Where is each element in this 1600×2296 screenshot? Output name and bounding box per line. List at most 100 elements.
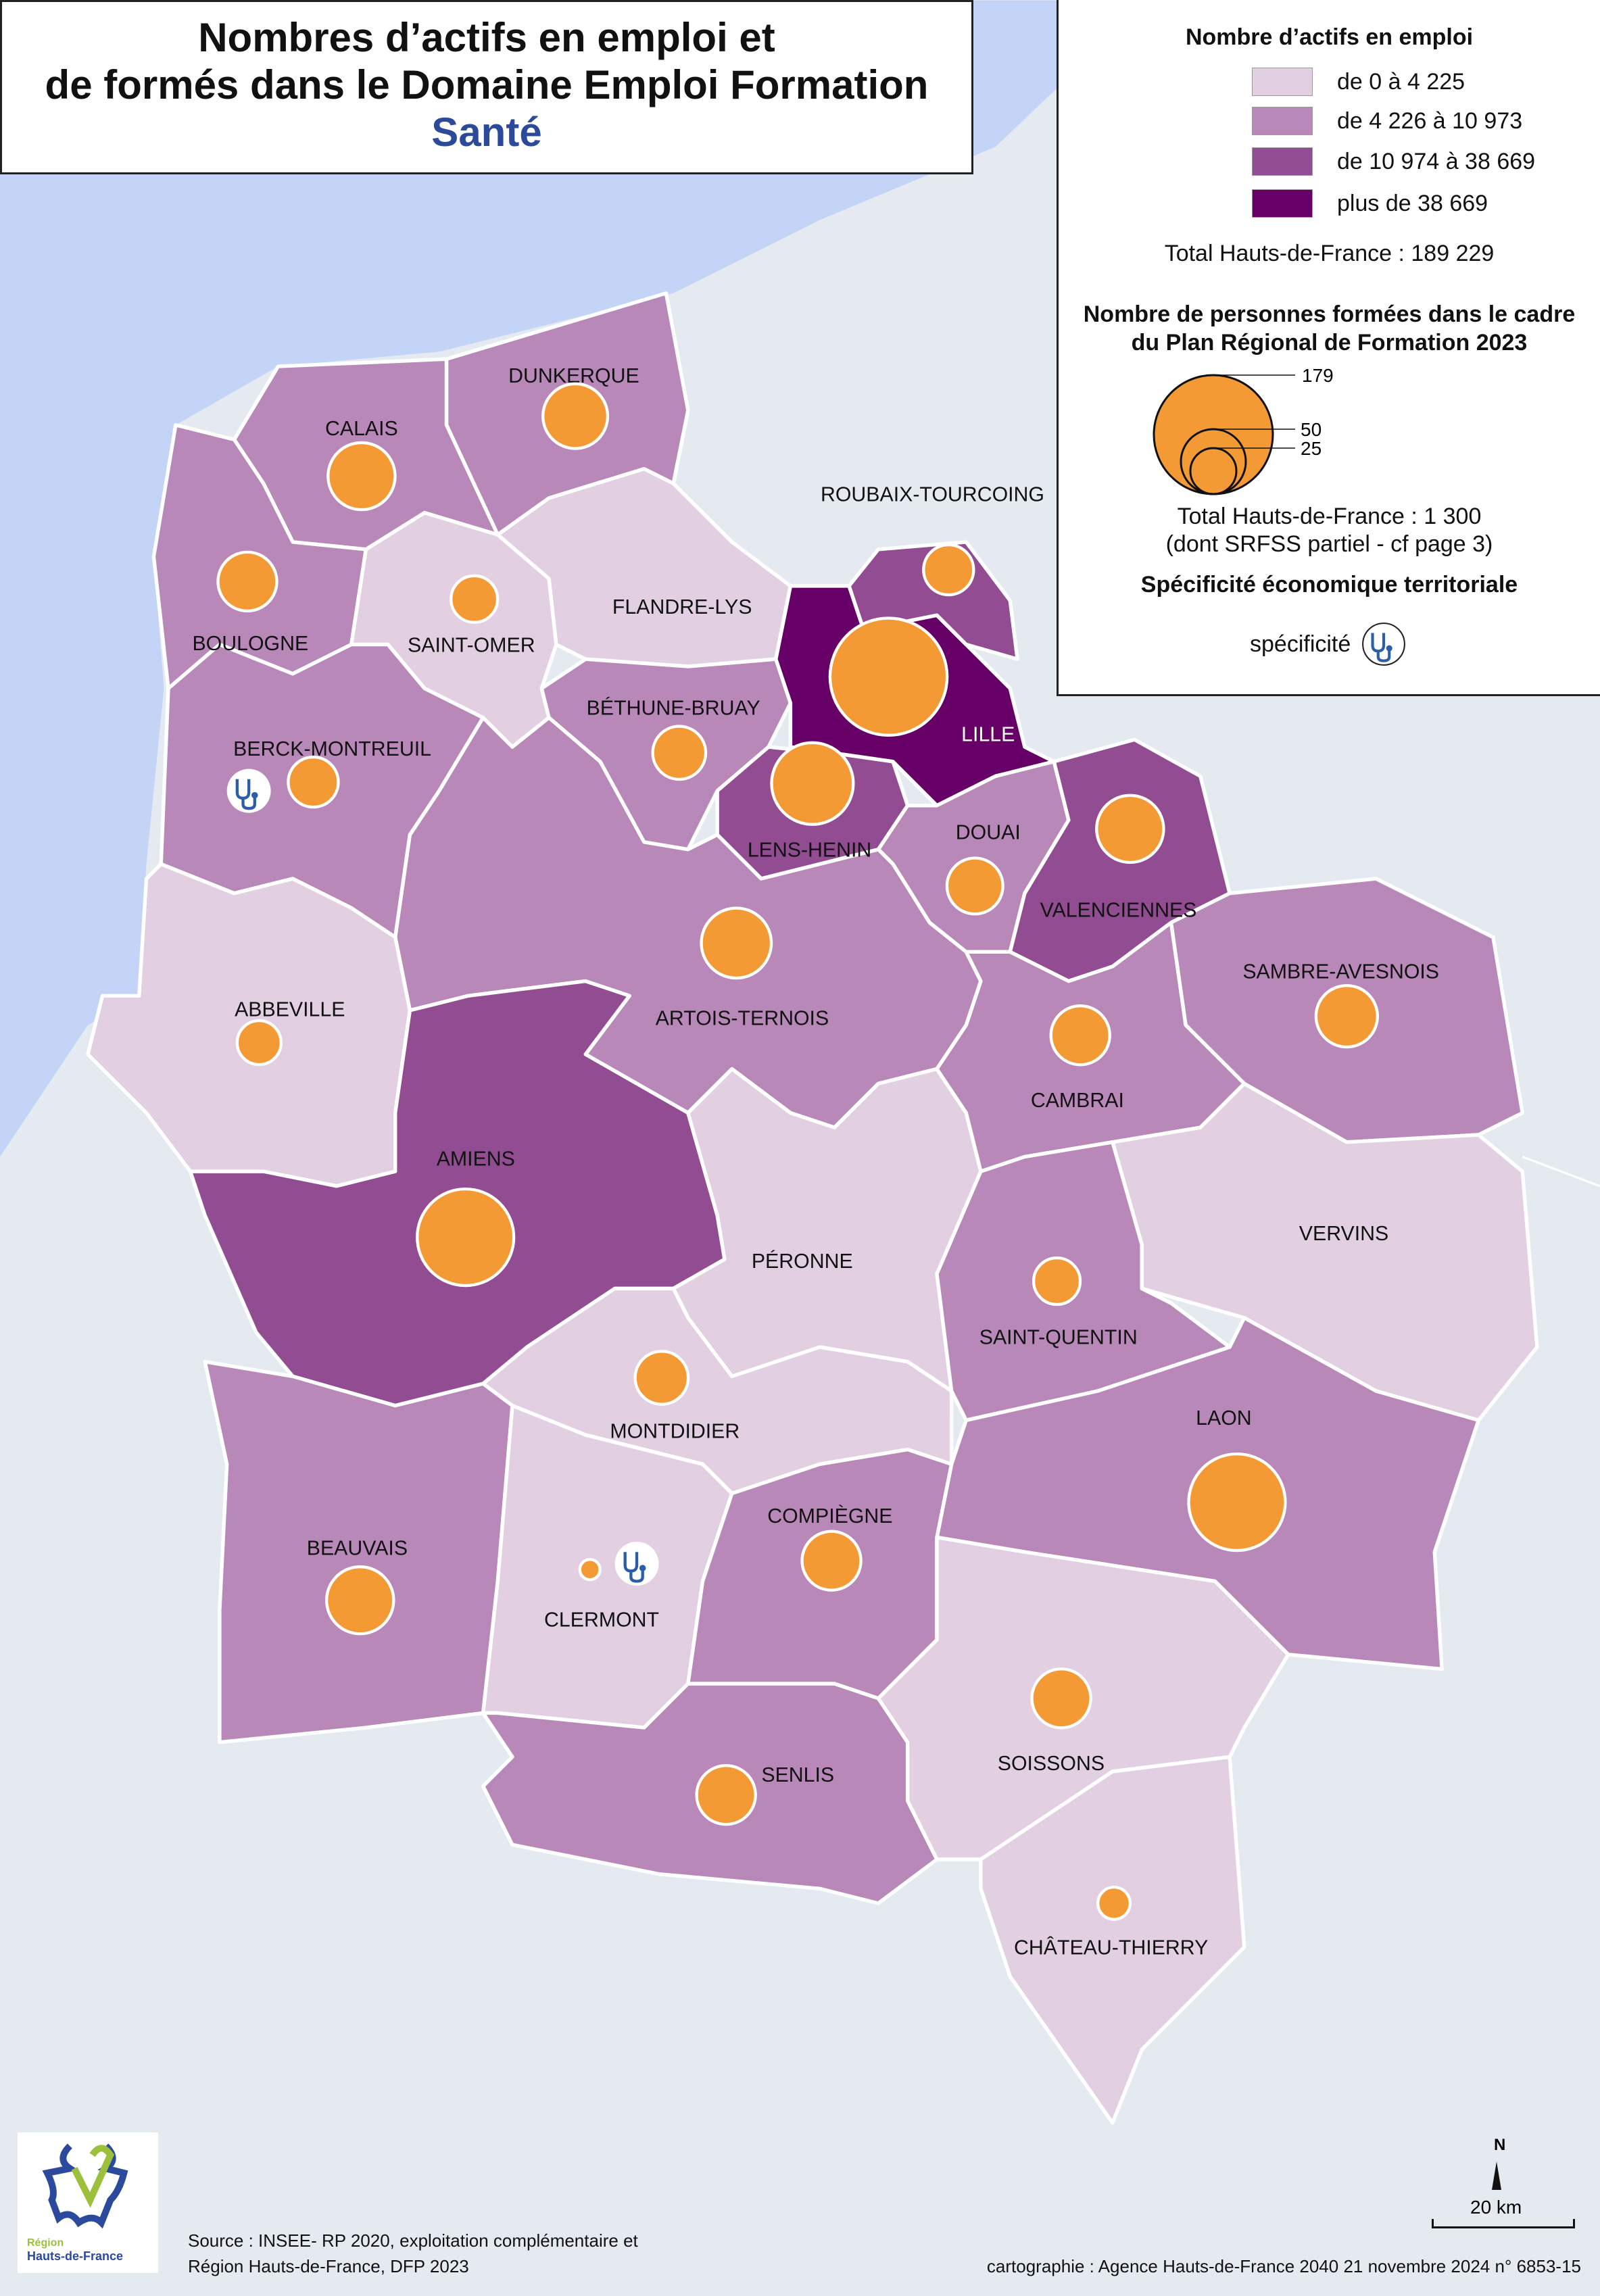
trained-circle-cambrai bbox=[1049, 1004, 1111, 1067]
swatch bbox=[1252, 189, 1313, 218]
trained-circle-douai bbox=[945, 856, 1004, 916]
legend-specificity: spécificité bbox=[1250, 620, 1407, 668]
trained-circle-sambre-avesnois bbox=[1314, 983, 1379, 1049]
source-line-1: Source : INSEE- RP 2020, exploitation co… bbox=[188, 2230, 638, 2251]
label-valenciennes: VALENCIENNES bbox=[1040, 899, 1197, 921]
label-montdidier: MONTDIDIER bbox=[610, 1420, 740, 1442]
trained-circle-senlis bbox=[695, 1764, 757, 1826]
swatch bbox=[1252, 68, 1313, 96]
legend-specificity-title: Spécificité économique territoriale bbox=[1140, 572, 1518, 597]
trained-circle-lille bbox=[828, 616, 949, 737]
trained-circle-montdidier bbox=[633, 1350, 690, 1406]
scale-label: 20 km bbox=[1470, 2197, 1522, 2218]
north-arrow: N bbox=[1492, 2136, 1505, 2190]
territories-layer bbox=[86, 291, 1539, 2125]
label-abbeville: ABBEVILLE bbox=[235, 999, 345, 1021]
trained-circle-lens-henin bbox=[770, 741, 855, 826]
circle-size-legend: 179 50 25 bbox=[1153, 365, 1334, 495]
trained-circle-amiens bbox=[416, 1187, 516, 1288]
trained-note: (dont SRFSS partiel - cf page 3) bbox=[1165, 531, 1493, 557]
label-senlis: SENLIS bbox=[761, 1764, 834, 1786]
specificity-label: spécificité bbox=[1250, 631, 1351, 657]
label-berck-montreuil: BERCK-MONTREUIL bbox=[233, 738, 431, 760]
trained-total: Total Hauts-de-France : 1 300 bbox=[1177, 504, 1482, 529]
trained-circle-bethune-bruay bbox=[651, 725, 708, 781]
logo-shape bbox=[42, 2143, 128, 2229]
legend-class-1: de 0 à 4 225 bbox=[1252, 68, 1465, 96]
sea bbox=[0, 0, 1057, 1157]
logo-text-2: Hauts-de-France bbox=[27, 2249, 124, 2263]
subtitle: Santé bbox=[431, 109, 542, 155]
trained-circle-laon bbox=[1187, 1452, 1287, 1553]
label-sambre-avesnois: SAMBRE-AVESNOIS bbox=[1242, 960, 1439, 983]
swatch bbox=[1252, 147, 1313, 176]
scale-bar bbox=[1432, 2219, 1575, 2228]
title-line-1: Nombres d’actifs en emploi et bbox=[198, 15, 775, 60]
label-cambrai: CAMBRAI bbox=[1031, 1090, 1124, 1112]
trained-circle-abbeville bbox=[235, 1019, 283, 1067]
trained-circle-saint-omer bbox=[450, 574, 500, 624]
source-line-2: Région Hauts-de-France, DFP 2023 bbox=[188, 2256, 469, 2276]
label-compiegne: COMPIÈGNE bbox=[767, 1505, 892, 1528]
label-lille: LILLE bbox=[961, 723, 1015, 746]
legend-class-label: de 0 à 4 225 bbox=[1337, 68, 1465, 95]
ref-25: 25 bbox=[1301, 438, 1322, 459]
label-boulogne: BOULOGNE bbox=[192, 633, 308, 655]
legend-class-4: plus de 38 669 bbox=[1252, 189, 1488, 218]
trained-circle-saint-quentin bbox=[1032, 1256, 1082, 1306]
stethoscope-icon bbox=[226, 768, 271, 813]
label-soissons: SOISSONS bbox=[998, 1753, 1105, 1775]
legend-trained-title-1: Nombre de personnes formées dans le cadr… bbox=[1083, 301, 1576, 327]
trained-circle-soissons bbox=[1030, 1667, 1092, 1730]
employment-total: Total Hauts-de-France : 189 229 bbox=[1164, 241, 1495, 266]
legend-class-label: plus de 38 669 bbox=[1337, 190, 1488, 216]
label-beauvais: BEAUVAIS bbox=[307, 1538, 408, 1560]
label-clermont: CLERMONT bbox=[544, 1609, 659, 1632]
label-artois-ternois: ARTOIS-TERNOIS bbox=[656, 1008, 829, 1030]
territory-chateau-thierry bbox=[979, 1755, 1246, 2125]
stethoscope-icon bbox=[614, 1542, 659, 1586]
label-peronne: PÉRONNE bbox=[752, 1250, 853, 1273]
legend-class-2: de 4 226 à 10 973 bbox=[1252, 107, 1522, 135]
trained-circle-calais bbox=[326, 441, 397, 512]
label-roubaix-tourcoing: ROUBAIX-TOURCOING bbox=[821, 483, 1044, 506]
trained-circle-compiegne bbox=[800, 1530, 863, 1592]
trained-circle-beauvais bbox=[324, 1565, 395, 1636]
icons-layer bbox=[226, 768, 659, 1586]
title-box: Nombres d’actifs en emploi et de formés … bbox=[0, 0, 973, 174]
circles-layer bbox=[216, 382, 1379, 1921]
label-flandre-lys: FLANDRE-LYS bbox=[612, 596, 752, 618]
ref-179: 179 bbox=[1302, 365, 1334, 386]
label-amiens: AMIENS bbox=[437, 1148, 515, 1170]
trained-circle-boulogne bbox=[216, 550, 278, 613]
trained-circle-dunkerque bbox=[541, 382, 610, 450]
stethoscope-icon bbox=[1362, 622, 1406, 666]
title-line-2: de formés dans le Domaine Emploi Formati… bbox=[45, 62, 929, 107]
label-saint-omer: SAINT-OMER bbox=[408, 634, 535, 656]
logo-text-1: Région bbox=[27, 2237, 64, 2249]
label-calais: CALAIS bbox=[325, 418, 398, 440]
legend-trained-title-2: du Plan Régional de Formation 2023 bbox=[1131, 330, 1528, 356]
region-logo: Région Hauts-de-France bbox=[18, 2132, 158, 2273]
territory-saint-quentin bbox=[935, 1140, 1232, 1423]
label-lens-henin: LENS-HENIN bbox=[748, 839, 871, 862]
credit: cartographie : Agence Hauts-de-France 20… bbox=[986, 2256, 1581, 2276]
swatch bbox=[1252, 107, 1313, 135]
legend-class-3: de 10 974 à 38 669 bbox=[1252, 147, 1535, 176]
label-bethune-bruay: BÉTHUNE-BRUAY bbox=[587, 697, 760, 719]
label-saint-quentin: SAINT-QUENTIN bbox=[979, 1327, 1138, 1349]
legend: Nombre d’actifs en emploi de 0 à 4 225 d… bbox=[1057, 0, 1600, 696]
legend-class-label: de 10 974 à 38 669 bbox=[1337, 148, 1536, 174]
label-douai: DOUAI bbox=[956, 822, 1021, 844]
label-chateau-thierry: CHÂTEAU-THIERRY bbox=[1014, 1937, 1208, 1959]
ref-50: 50 bbox=[1301, 419, 1322, 440]
trained-circle-berck-montreuil bbox=[287, 755, 340, 809]
trained-circle-artois-ternois bbox=[700, 906, 773, 980]
trained-circle-roubaix-tourcoing bbox=[922, 543, 975, 597]
north-arrow-icon bbox=[1492, 2161, 1501, 2190]
label-vervins: VERVINS bbox=[1299, 1223, 1388, 1245]
label-laon: LAON bbox=[1196, 1407, 1252, 1430]
legend-employment-title: Nombre d’actifs en emploi bbox=[1185, 24, 1474, 50]
trained-circle-chateau-thierry bbox=[1096, 1885, 1132, 1921]
trained-circle-valenciennes bbox=[1095, 793, 1165, 864]
